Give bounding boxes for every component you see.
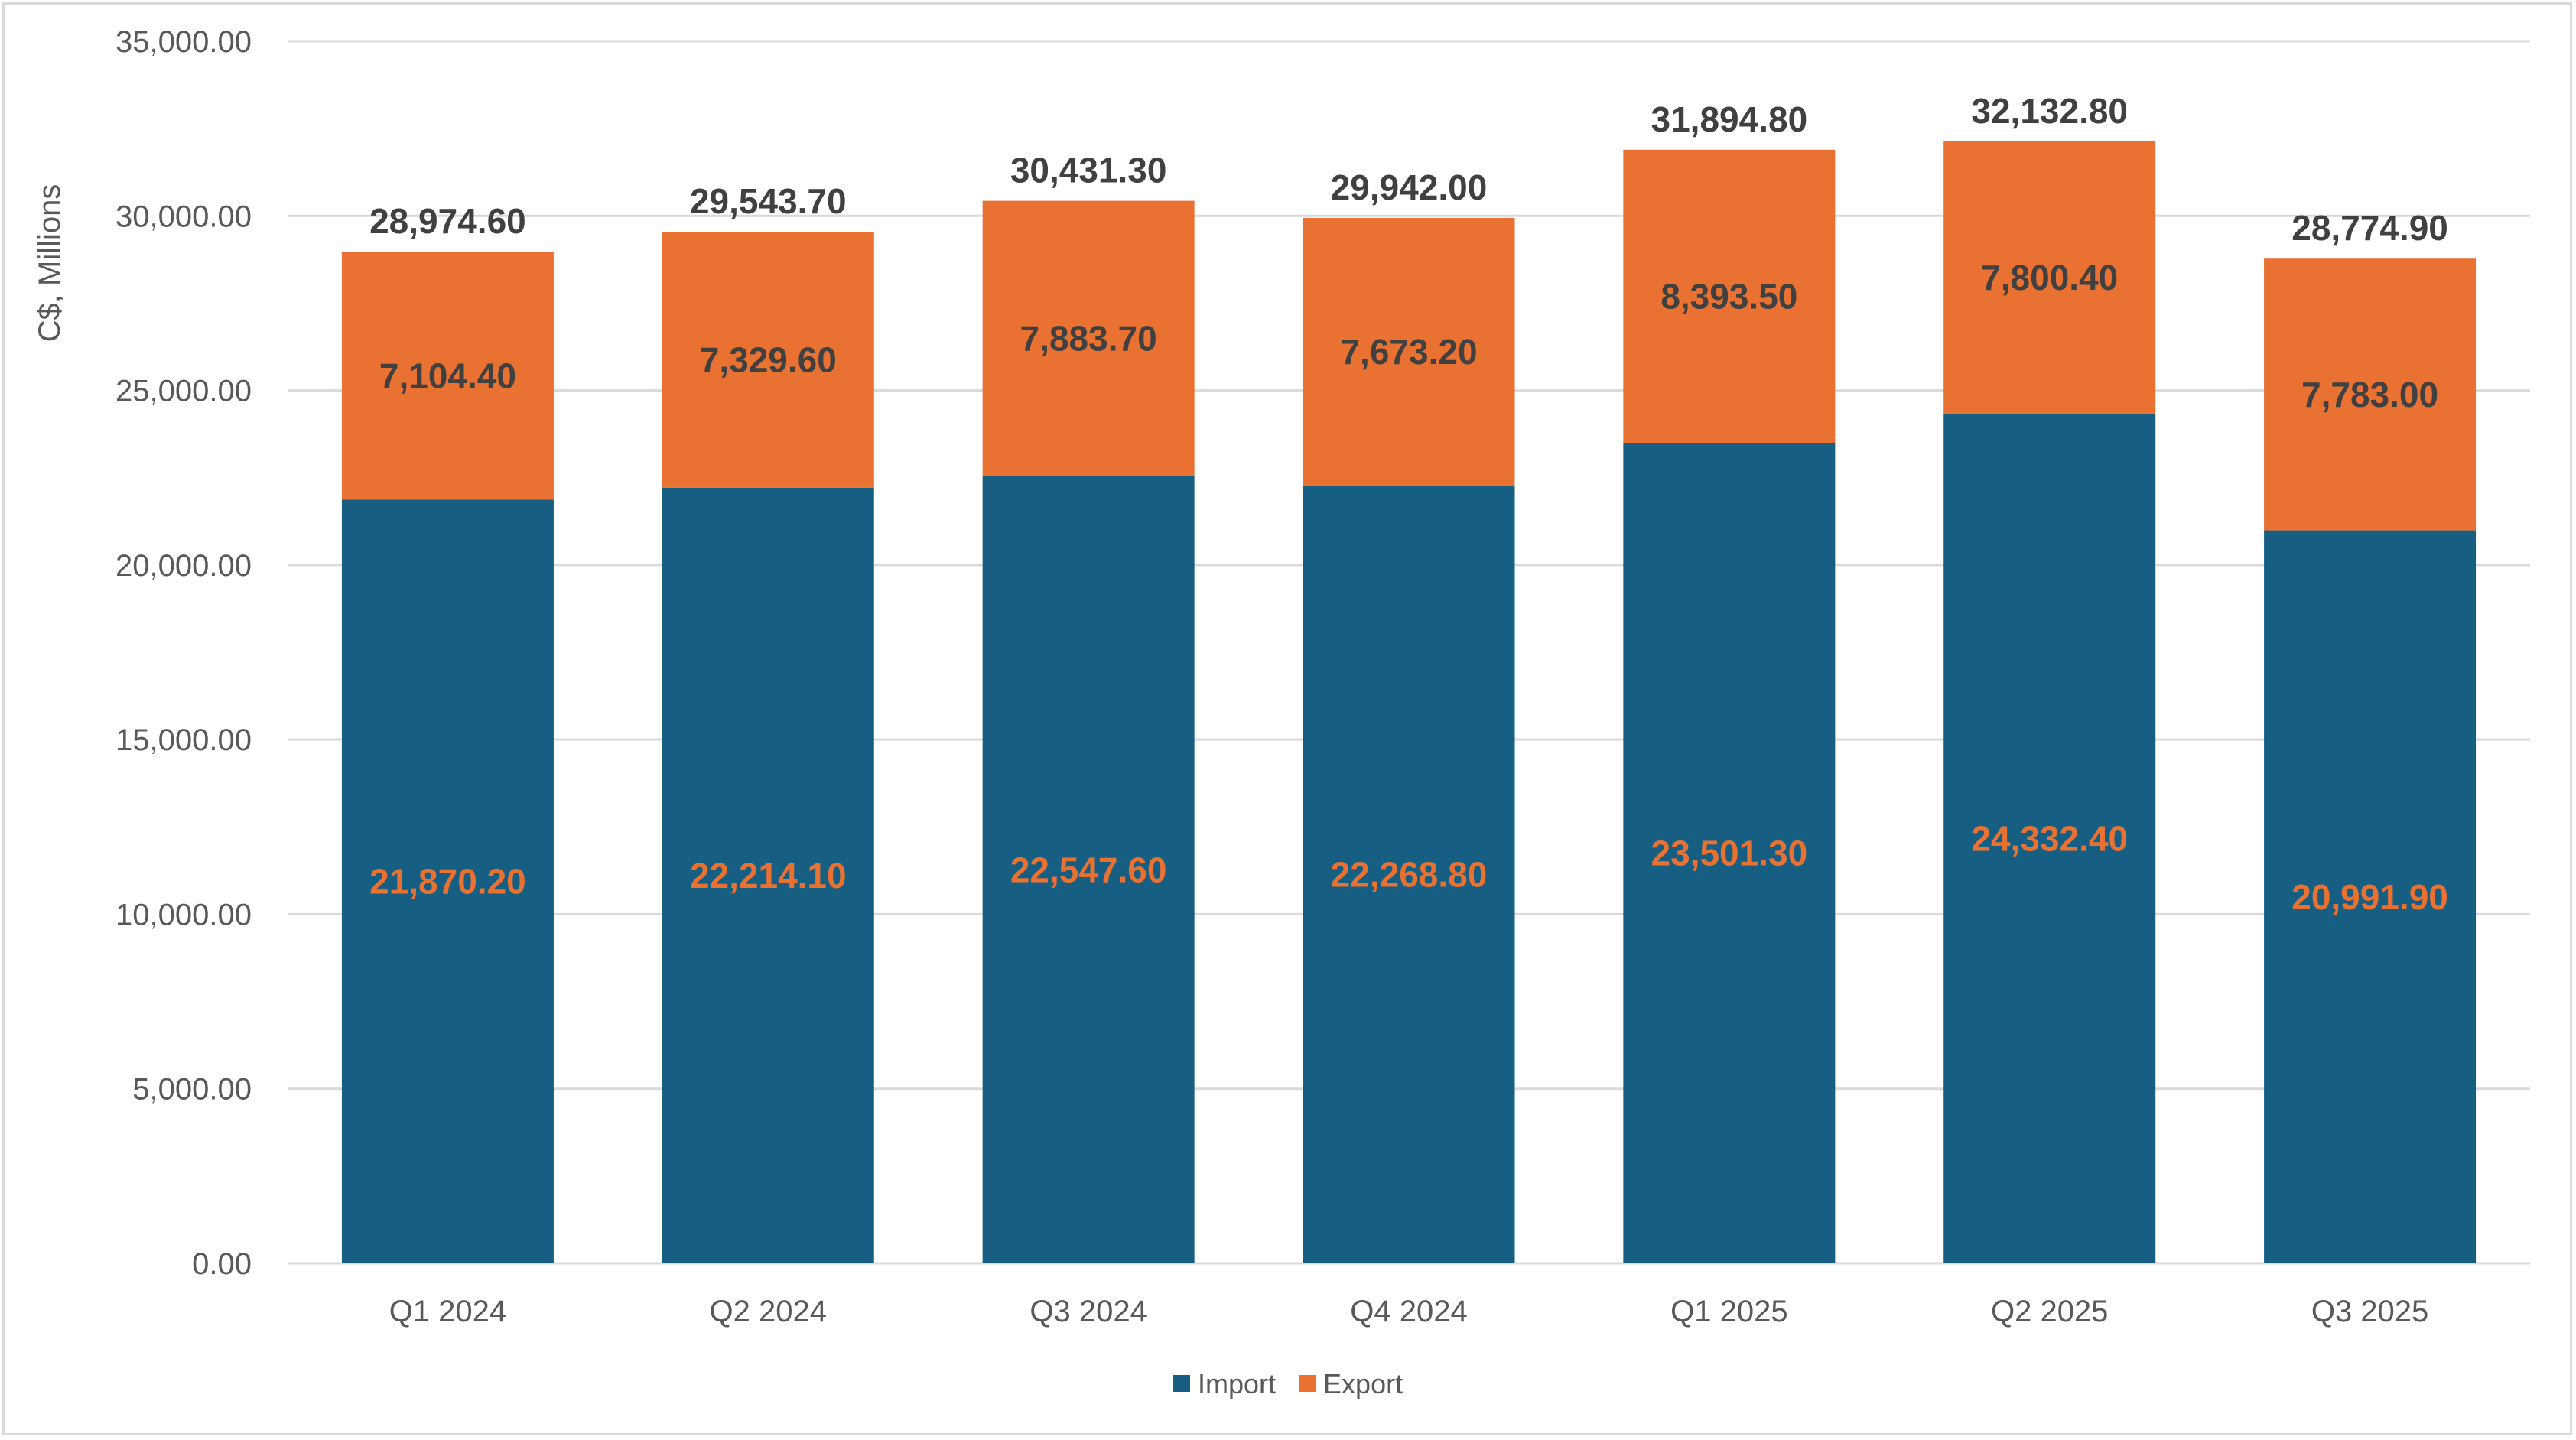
total-label: 29,543.70 bbox=[690, 181, 847, 221]
total-label: 28,974.60 bbox=[369, 201, 526, 241]
data-label-import: 22,268.80 bbox=[1331, 855, 1488, 895]
legend-swatch-export bbox=[1299, 1375, 1316, 1392]
bar-export bbox=[1943, 141, 2156, 414]
x-tick-label: Q4 2024 bbox=[1350, 1295, 1467, 1328]
y-tick-label: 35,000.00 bbox=[115, 25, 252, 59]
data-label-import: 24,332.40 bbox=[1971, 819, 2128, 859]
bar-export bbox=[341, 252, 554, 500]
data-label-import: 22,547.60 bbox=[1010, 850, 1167, 889]
y-axis-label: C$, Millions bbox=[33, 184, 67, 343]
bar-export bbox=[1623, 149, 1836, 443]
y-axis-ticks: 0.00 5,000.00 10,000.00 15,000.00 20,000.00 2… bbox=[115, 25, 252, 1281]
total-label: 32,132.80 bbox=[1971, 91, 2128, 131]
y-tick-label: 5,000.00 bbox=[132, 1073, 252, 1107]
total-label: 28,774.90 bbox=[2291, 208, 2448, 248]
bar-export bbox=[662, 232, 874, 488]
total-label: 31,894.80 bbox=[1651, 99, 1808, 139]
data-label-import: 21,870.20 bbox=[369, 862, 526, 902]
bar-import bbox=[341, 499, 554, 1263]
y-tick-label: 15,000.00 bbox=[115, 723, 252, 757]
data-labels: 21,870.20 7,104.40 28,974.60 22,214.10 7,329… bbox=[369, 91, 2448, 917]
x-tick-label: Q1 2025 bbox=[1670, 1295, 1787, 1328]
y-tick-label: 20,000.00 bbox=[115, 549, 252, 583]
bars bbox=[341, 141, 2477, 1263]
data-label-import: 20,991.90 bbox=[2291, 877, 2448, 917]
bar-export bbox=[2264, 258, 2477, 531]
bar-import bbox=[1943, 414, 2156, 1263]
data-label-export: 8,393.50 bbox=[1660, 276, 1797, 316]
x-tick-label: Q1 2024 bbox=[389, 1295, 506, 1328]
data-label-export: 7,104.40 bbox=[379, 356, 516, 395]
data-label-export: 7,329.60 bbox=[700, 340, 837, 379]
legend-label-export: Export bbox=[1323, 1368, 1403, 1399]
y-tick-label: 25,000.00 bbox=[115, 375, 252, 408]
y-tick-label: 10,000.00 bbox=[115, 898, 252, 931]
y-tick-label: 0.00 bbox=[192, 1247, 252, 1281]
bar-import bbox=[2264, 530, 2477, 1263]
legend: Import Export bbox=[1173, 1368, 1403, 1399]
data-label-export: 7,673.20 bbox=[1340, 332, 1477, 372]
bar-import bbox=[1623, 442, 1836, 1263]
data-label-export: 7,800.40 bbox=[1981, 258, 2118, 297]
total-label: 29,942.00 bbox=[1331, 167, 1488, 207]
data-label-import: 23,501.30 bbox=[1651, 833, 1808, 873]
y-tick-label: 30,000.00 bbox=[115, 200, 252, 233]
gridlines bbox=[288, 40, 2530, 1265]
data-label-export: 7,883.70 bbox=[1020, 319, 1157, 359]
x-tick-label: Q3 2025 bbox=[2311, 1295, 2428, 1328]
data-label-export: 7,783.00 bbox=[2301, 375, 2438, 414]
data-label-import: 22,214.10 bbox=[690, 856, 847, 896]
bar-export bbox=[982, 200, 1195, 476]
legend-swatch-import bbox=[1173, 1375, 1190, 1392]
x-tick-label: Q2 2024 bbox=[710, 1295, 827, 1328]
bar-export bbox=[1303, 217, 1515, 486]
x-tick-label: Q2 2025 bbox=[1991, 1295, 2108, 1328]
legend-label-import: Import bbox=[1198, 1368, 1276, 1399]
bar-import bbox=[982, 476, 1195, 1263]
total-label: 30,431.30 bbox=[1010, 151, 1167, 190]
bar-import bbox=[662, 487, 874, 1263]
x-axis-ticks: Q1 2024 Q2 2024 Q3 2024 Q4 2024 Q1 2025 Q2 20… bbox=[389, 1295, 2429, 1328]
x-tick-label: Q3 2024 bbox=[1029, 1295, 1147, 1328]
bar-import bbox=[1303, 486, 1515, 1263]
